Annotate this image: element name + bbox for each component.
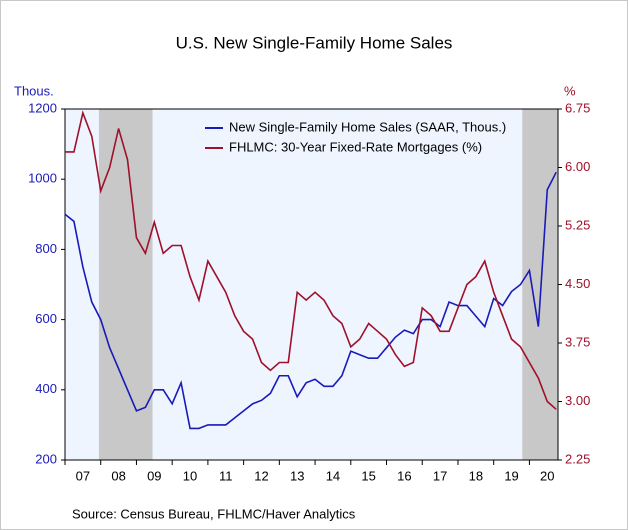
chart-title: U.S. New Single-Family Home Sales (176, 33, 453, 52)
source: Source: Census Bureau, FHLMC/Haver Analy… (72, 506, 356, 521)
y2-tick-label: 5.25 (565, 217, 590, 232)
y2-tick-label: 3.00 (565, 393, 590, 408)
recession-band (98, 109, 153, 460)
y2-tick-label: 3.75 (565, 334, 590, 349)
x-tick-label: 08 (111, 468, 125, 483)
x-tick-label: 16 (397, 468, 411, 483)
y-tick-label: 200 (35, 451, 57, 466)
x-tick-label: 12 (254, 468, 268, 483)
x-tick-label: 14 (326, 468, 340, 483)
legend-label: FHLMC: 30-Year Fixed-Rate Mortgages (%) (229, 139, 482, 154)
y-tick-label: 1000 (28, 171, 57, 186)
y-tick-label: 800 (35, 241, 57, 256)
y2-tick-label: 6.75 (565, 100, 590, 115)
y2-axis-label: % (564, 83, 576, 98)
series-line (65, 110, 557, 410)
y-tick-label: 600 (35, 311, 57, 326)
x-tick-label: 15 (361, 468, 375, 483)
x-tick-label: 18 (469, 468, 483, 483)
plot-frame (64, 108, 559, 461)
series-line (64, 171, 557, 430)
y2-tick-label: 4.50 (565, 276, 590, 291)
x-tick-label: 10 (183, 468, 197, 483)
legend-label: New Single-Family Home Sales (SAAR, Thou… (229, 119, 506, 134)
recession-band (522, 109, 558, 460)
x-tick-label: 09 (147, 468, 161, 483)
y-axis-label: Thous. (14, 83, 54, 98)
x-tick-label: 17 (433, 468, 447, 483)
y-tick-label: 1200 (28, 100, 57, 115)
x-tick-label: 11 (219, 468, 233, 483)
y2-tick-label: 2.25 (565, 451, 590, 466)
y2-tick-label: 6.00 (565, 159, 590, 174)
y-tick-label: 400 (35, 381, 57, 396)
x-tick-label: 20 (540, 468, 554, 483)
x-tick-label: 19 (504, 468, 518, 483)
x-tick-label: 07 (76, 468, 90, 483)
x-tick-label: 13 (290, 468, 304, 483)
